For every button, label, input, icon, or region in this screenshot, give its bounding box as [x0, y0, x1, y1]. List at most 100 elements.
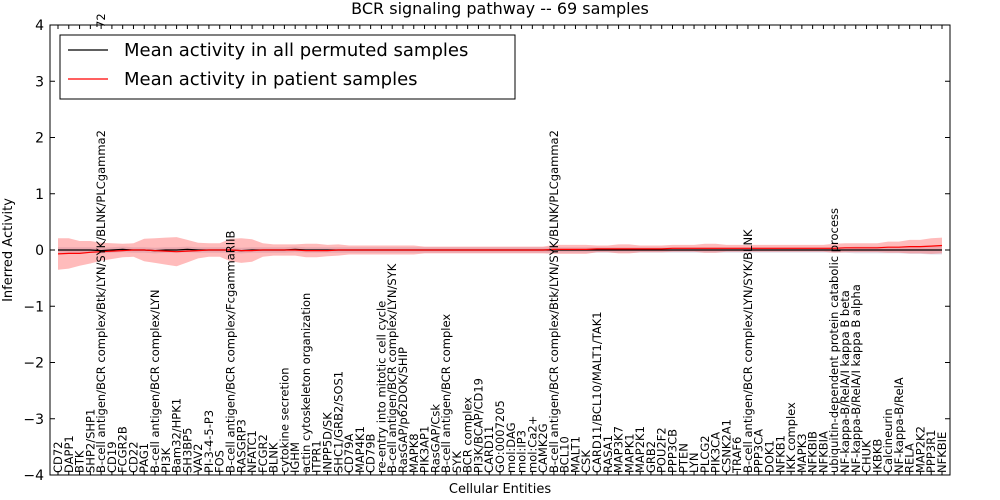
x-tick-label: CSNK2A1 [719, 419, 733, 473]
x-tick-label: NF-kappa-B/RelA/I kappa B beta [838, 290, 852, 473]
x-tick-label: NFKB1 [773, 435, 787, 473]
y-tick-label: 3 [35, 74, 44, 90]
x-tick-label: CD79A [342, 433, 356, 473]
x-tick-label: NFATC1 [245, 430, 259, 473]
x-tick-label: VAV2 [191, 444, 205, 473]
x-tick-label: NF-kappa-B/RelA [892, 377, 906, 473]
x-tick-label: B-cell antigen/BCR complex/Btk/LYN/SYK/B… [94, 130, 108, 473]
x-tick-label: PI3K/BCAP/CD19 [471, 378, 485, 473]
x-tick-label: LYN [687, 452, 701, 473]
x-tick-label: RASGRP3 [234, 419, 248, 473]
x-tick-label: PPP3CB [666, 429, 680, 473]
x-tick-label: IKK complex [784, 402, 798, 473]
x-tick-label: PAG1 [137, 443, 151, 473]
x-tick-label: DAPP1 [62, 435, 76, 473]
x-tick-label: ubiquitin-dependent protein catabolic pr… [827, 208, 841, 473]
chart-title: BCR signaling pathway -- 69 samples [351, 0, 649, 18]
x-tick-label: GRB2 [644, 441, 658, 473]
x-tick-label: MAP3K7 [612, 426, 626, 473]
x-tick-label: PI-3-4-5-P3 [202, 410, 216, 473]
x-tick-label: B-cell antigen/BCR complex/LYN/SYK [385, 263, 399, 473]
x-tick-label: MAPK1 [622, 433, 636, 473]
x-tick-label: BLNK [267, 442, 281, 473]
x-tick-label: NFKBIE [935, 432, 949, 473]
x-tick-label: FCGR2 [256, 434, 270, 473]
series-line-2 [57, 244, 943, 255]
x-tick-label: RasGAP/p62DOK/SHIP [396, 347, 410, 473]
y-tick-label: 0 [35, 243, 44, 259]
x-tick-label: RasGAP/Csk [428, 404, 442, 473]
x-tick-label: mol:Ca2+ [525, 416, 539, 473]
legend-label-1: Mean activity in all permuted samples [124, 40, 468, 61]
y-tick-label: −2 [23, 356, 44, 372]
x-tick-label: CARD11/BCL10/MALT1/TAK1 [590, 311, 604, 473]
x-tick-label: B-cell antigen/BCR complex/LYN/SYK/BLNK [741, 229, 755, 473]
x-tick-label: DOK1 [763, 440, 777, 473]
x-tick-label: BTK [73, 450, 87, 473]
x-tick-label: GO:0007205 [493, 400, 507, 473]
x-tick-label: CD72 [51, 441, 65, 473]
x-tick-label: ITPR1 [310, 440, 324, 473]
x-tick-label: B-cell antigen/BCR complex/LYN [148, 289, 162, 473]
x-tick-label: B-cell antigen/BCR complex [439, 314, 453, 473]
y-tick-label: 1 [35, 187, 44, 203]
x-tick-label: NFKBIA [816, 431, 830, 473]
x-tick-label: Calcineurin [881, 408, 895, 473]
x-tick-label: CD22 [127, 441, 141, 473]
x-tick-label: TRAF6 [730, 437, 744, 474]
x-tick-label-overflow: 72 [94, 13, 108, 28]
x-tick-label: MAP2K1 [633, 426, 647, 473]
x-tick-label: CHUK [860, 440, 874, 473]
x-tick-label: MAP4K1 [353, 426, 367, 473]
x-tick-label: BCR complex [461, 397, 475, 473]
plot-area-frame [49, 24, 951, 476]
x-tick-label: PIK3CA [709, 432, 723, 473]
x-tick-label: FCGR2B [116, 426, 130, 473]
x-tick-label: cytokine secretion [277, 367, 291, 473]
y-tick-label: −1 [23, 299, 44, 315]
x-tick-label: MAPK3 [795, 433, 809, 473]
x-tick-label: IKBKB [870, 439, 884, 473]
x-tick-label: PPP3CA [752, 429, 766, 473]
x-tick-label: CSK [579, 450, 593, 473]
x-tick-label: FOS [213, 450, 227, 473]
x-tick-label: MAP2K2 [913, 426, 927, 473]
x-tick-label: CD79B [364, 433, 378, 473]
x-tick-label: mol:DAG [504, 422, 518, 473]
y-ticks: −4 −3 −2 −1 0 1 2 3 4 [23, 18, 950, 484]
x-tick-label: PTEN [676, 443, 690, 473]
y-tick-label: 4 [35, 18, 44, 34]
x-axis-label: Cellular Entities [449, 482, 551, 497]
x-tick-label: SHC1/GRB2/SOS1 [331, 371, 345, 473]
series-lines [57, 244, 943, 255]
x-tick-label: re-entry into mitotic cell cycle [374, 301, 388, 473]
x-tick-label: MAPK8 [407, 433, 421, 473]
x-tick-label: NF-kappa-B/RelA/I kappa B alpha [849, 284, 863, 473]
legend-box [59, 34, 516, 100]
x-tick-label: SYK [450, 451, 464, 473]
x-tick-label: MALT1 [569, 436, 583, 473]
x-tick-label: B-cell antigen/BCR complex/Btk/LYN/SYK/B… [547, 130, 561, 473]
band-2 [58, 237, 942, 270]
x-tick-label: PI3K [159, 447, 173, 473]
x-tick-label: SH3BP5 [180, 428, 194, 473]
x-tick-label: Bam32/HPK1 [170, 398, 184, 473]
x-tick-label: POU2F2 [655, 427, 669, 473]
x-tick-label: B-cell antigen/BCR complex/FcgammaRIIB [224, 230, 238, 473]
x-tick-label: PPP3R1 [924, 430, 938, 473]
x-tick-label: PLCG2 [698, 435, 712, 473]
x-tick-label: CAMK2G [536, 423, 550, 473]
x-tick-label: mol:IP3 [515, 430, 529, 473]
x-tick-label: SHP2/SHP1 [83, 409, 97, 473]
legend-label-2: Mean activity in patient samples [124, 69, 418, 90]
x-tick-label: RELA [903, 443, 917, 473]
y-tick-label: −4 [23, 468, 44, 484]
y-tick-label: 2 [35, 131, 44, 147]
x-tick-label: CARD11 [482, 426, 496, 473]
x-tick-label: INPP5D/SK [321, 412, 335, 473]
x-tick-label: RASA1 [601, 435, 615, 473]
x-tick-label: IGHM [288, 442, 302, 473]
x-tick-label: CD19 [105, 441, 119, 473]
